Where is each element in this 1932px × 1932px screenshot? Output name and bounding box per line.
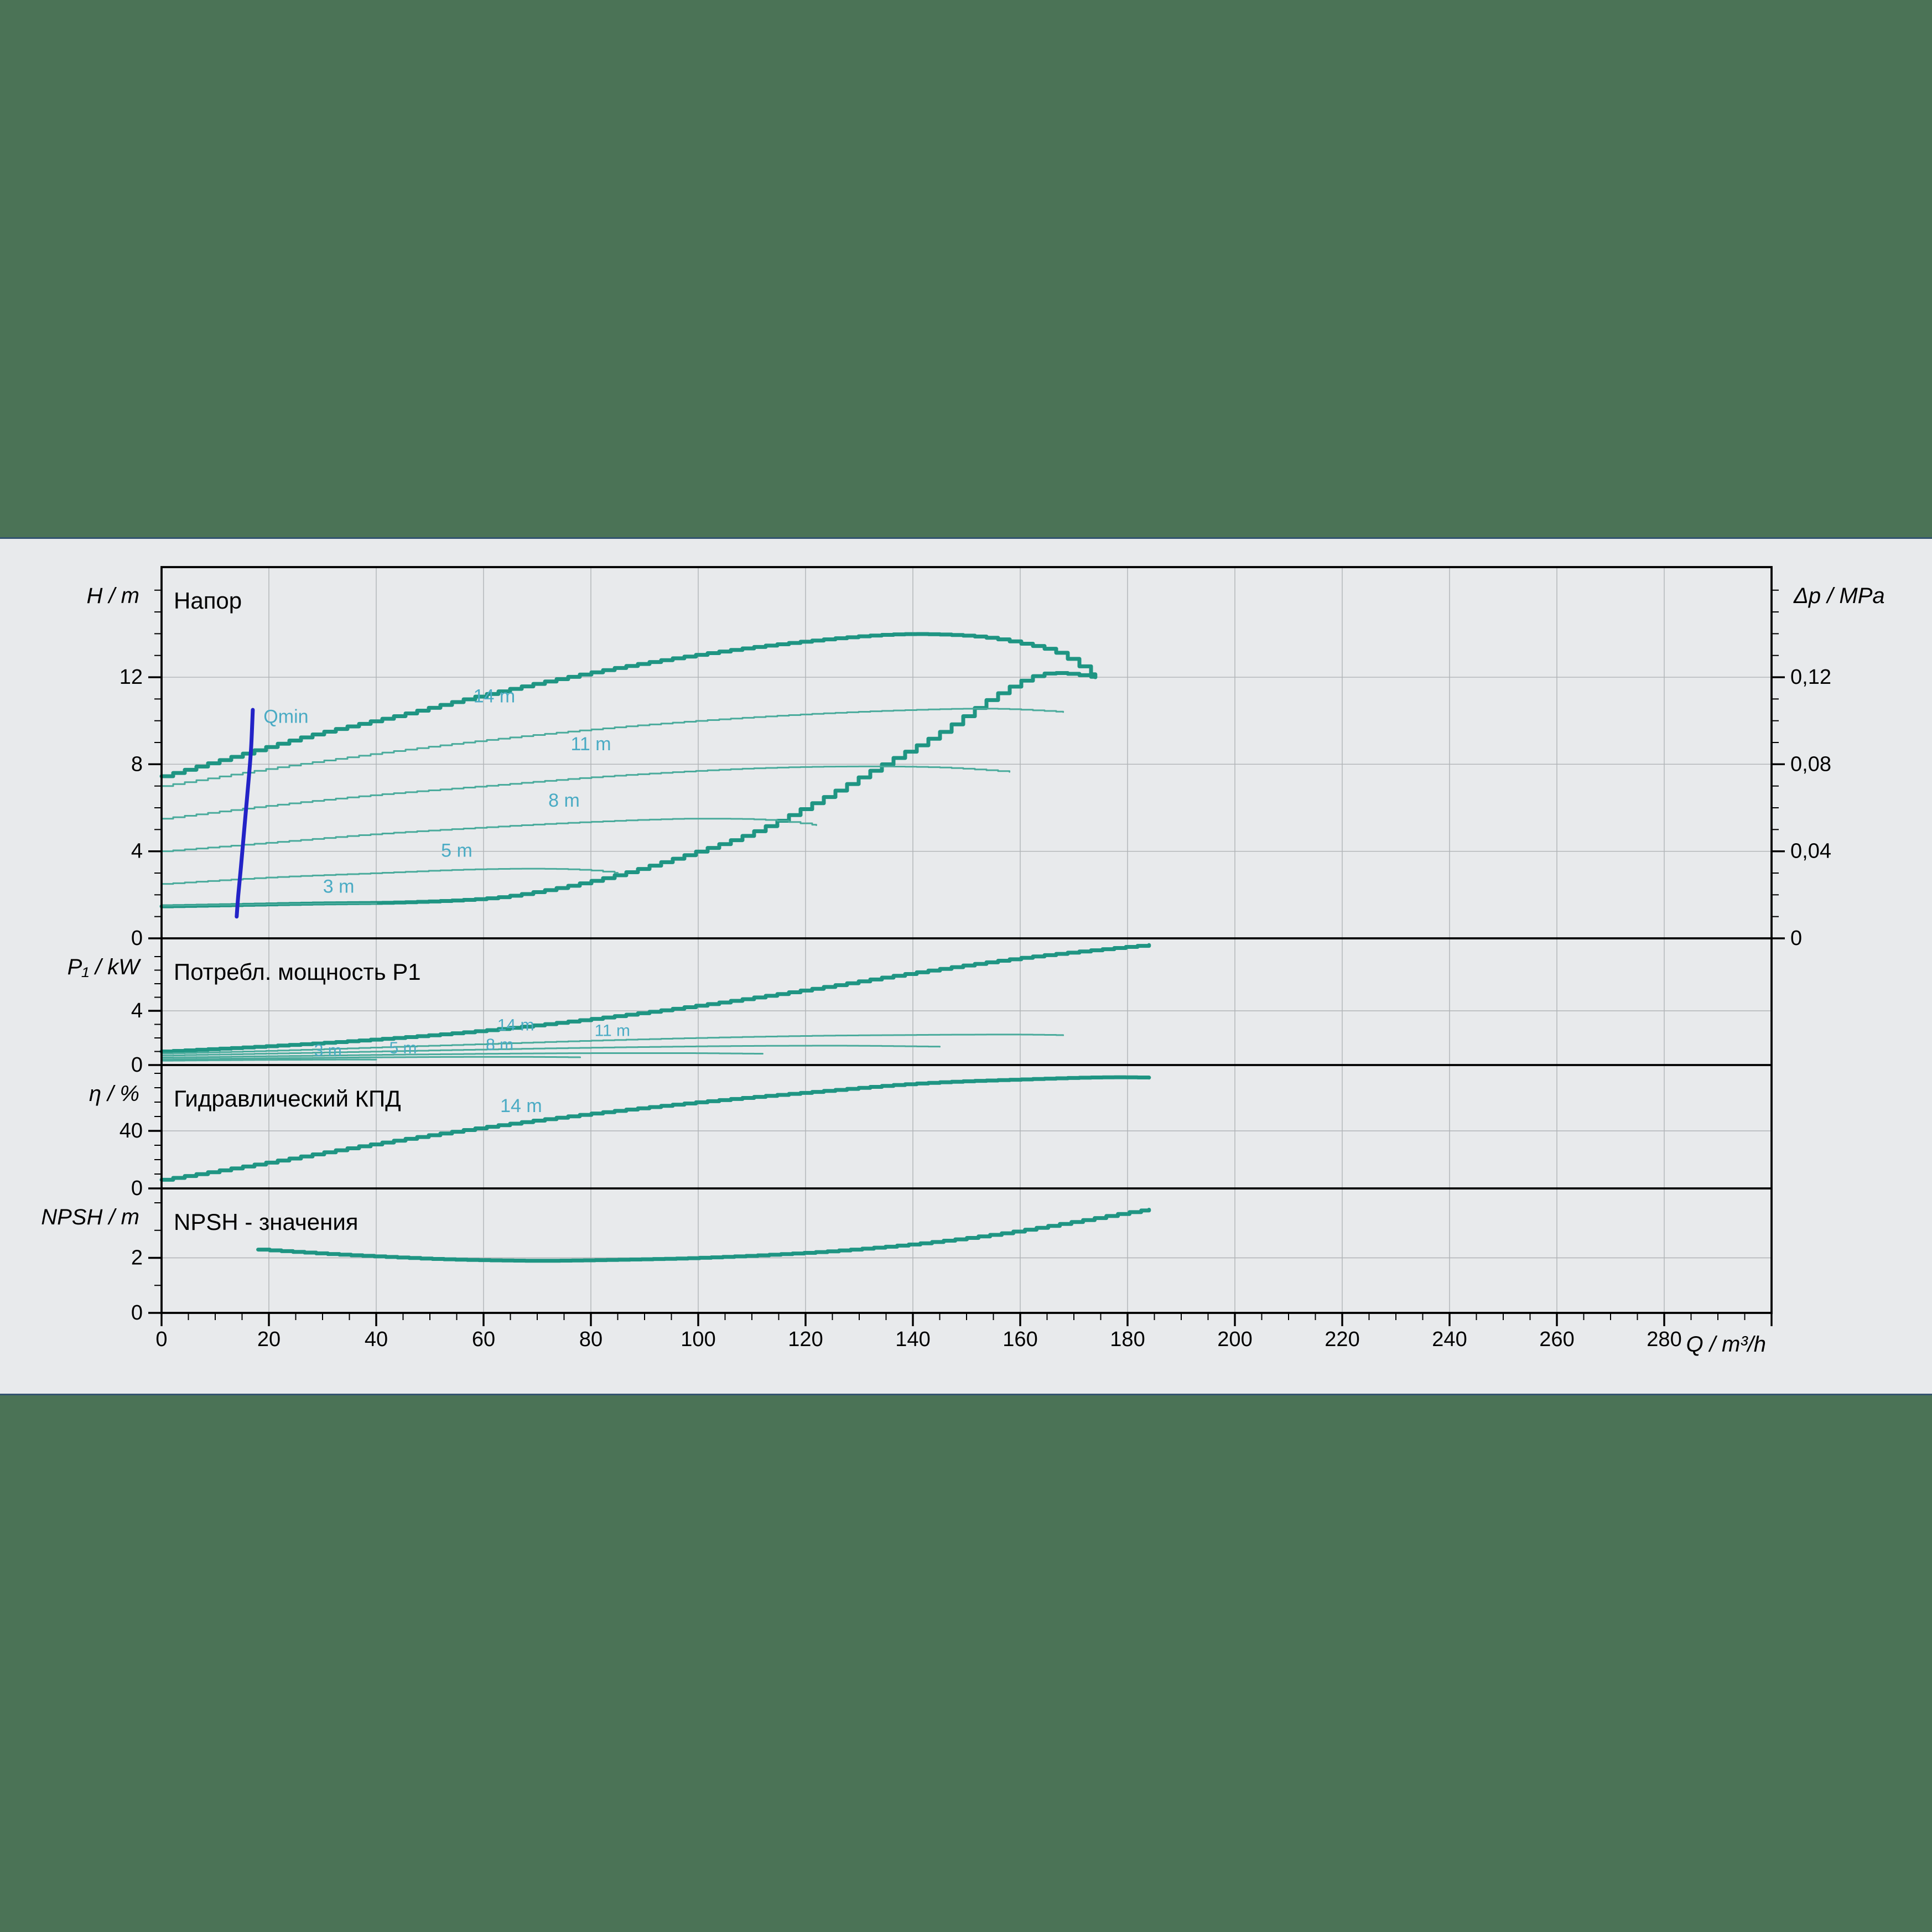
svg-text:P₁ / kW: P₁ / kW [67,955,142,979]
svg-text:Qmin: Qmin [263,707,308,728]
svg-text:η / %: η / % [89,1082,139,1106]
svg-text:Потребл. мощность P1: Потребл. мощность P1 [174,959,421,985]
svg-text:20: 20 [257,1328,281,1351]
svg-text:0,04: 0,04 [1790,840,1831,863]
svg-text:0: 0 [131,1053,143,1077]
svg-text:80: 80 [579,1328,603,1351]
svg-text:60: 60 [472,1328,495,1351]
svg-text:0: 0 [1790,927,1802,950]
svg-text:Гидравлический КПД: Гидравлический КПД [174,1086,401,1112]
svg-text:40: 40 [120,1119,143,1142]
svg-text:3 m: 3 m [314,1041,342,1060]
svg-text:40: 40 [365,1328,388,1351]
svg-text:14 m: 14 m [497,1016,534,1035]
svg-text:240: 240 [1432,1328,1467,1351]
svg-text:120: 120 [788,1328,823,1351]
svg-text:Q / m³/h: Q / m³/h [1686,1332,1766,1357]
svg-text:8 m: 8 m [486,1036,513,1054]
svg-text:2: 2 [131,1247,143,1270]
svg-text:0,12: 0,12 [1790,666,1831,689]
svg-text:100: 100 [681,1328,715,1351]
svg-text:0: 0 [131,1177,143,1200]
svg-text:0: 0 [131,1301,143,1325]
svg-text:H / m: H / m [86,584,139,608]
svg-text:11 m: 11 m [570,734,611,755]
svg-text:NPSH / m: NPSH / m [41,1205,139,1229]
svg-text:14 m: 14 m [500,1095,542,1116]
svg-text:4: 4 [131,999,143,1022]
svg-text:0,08: 0,08 [1790,752,1831,776]
svg-text:11 m: 11 m [595,1021,630,1040]
svg-text:Δp / MPa: Δp / MPa [1793,584,1885,608]
svg-text:NPSH - значения: NPSH - значения [174,1209,359,1235]
svg-text:8: 8 [131,752,143,776]
svg-text:180: 180 [1110,1328,1145,1351]
svg-text:0: 0 [131,927,143,950]
svg-text:280: 280 [1647,1328,1681,1351]
svg-text:0: 0 [155,1328,167,1351]
svg-text:200: 200 [1217,1328,1252,1351]
svg-text:220: 220 [1325,1328,1359,1351]
svg-text:5 m: 5 m [441,840,472,861]
svg-text:260: 260 [1539,1328,1574,1351]
svg-text:14 m: 14 m [474,685,516,707]
svg-text:4: 4 [131,840,143,863]
svg-text:140: 140 [895,1328,930,1351]
svg-text:3 m: 3 m [323,876,355,897]
svg-text:8 m: 8 m [548,790,580,811]
svg-text:5 m: 5 m [389,1039,417,1057]
svg-text:12: 12 [120,666,143,689]
svg-text:Напор: Напор [174,588,242,614]
svg-text:160: 160 [1003,1328,1037,1351]
